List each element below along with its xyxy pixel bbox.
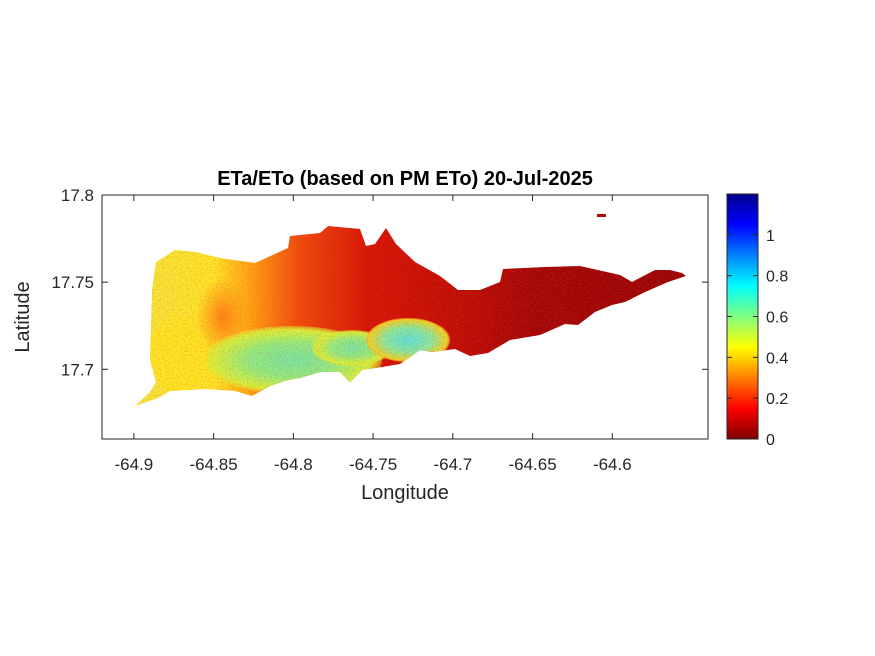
colorbar-tick-label: 0.4 [766, 350, 788, 367]
colorbar [726, 193, 759, 440]
y-ticks: 17.7 17.75 17.8 [51, 186, 708, 379]
x-tick-label: -64.6 [593, 455, 632, 474]
colorbar-tick-label: 0 [766, 432, 775, 449]
colorbar-tick-label: 0.2 [766, 391, 788, 408]
x-tick-label: -64.65 [508, 455, 556, 474]
colorbar-tick-label: 1 [766, 228, 775, 245]
x-tick-label: -64.75 [349, 455, 397, 474]
islet [597, 214, 606, 217]
colorbar-tick-label: 0.6 [766, 310, 788, 327]
x-tick-label: -64.9 [115, 455, 154, 474]
x-tick-label: -64.8 [274, 455, 313, 474]
y-tick-label: 17.8 [61, 186, 94, 205]
colorbar-tick-label: 0.8 [766, 269, 788, 286]
colorbar-ticks: 0 0.2 0.4 0.6 0.8 1 [727, 228, 788, 449]
y-axis-label: Latitude [12, 281, 34, 352]
x-ticks: -64.9 -64.85 -64.8 -64.75 -64.7 -64.65 -64.6 [115, 195, 632, 474]
x-axis-label: Longitude [361, 482, 449, 504]
x-tick-label: -64.7 [433, 455, 472, 474]
chart-title: ETa/ETo (based on PM ETo) 20-Jul-2025 [217, 168, 593, 190]
y-tick-label: 17.75 [51, 273, 94, 292]
x-tick-label: -64.85 [190, 455, 238, 474]
y-tick-label: 17.7 [61, 360, 94, 379]
